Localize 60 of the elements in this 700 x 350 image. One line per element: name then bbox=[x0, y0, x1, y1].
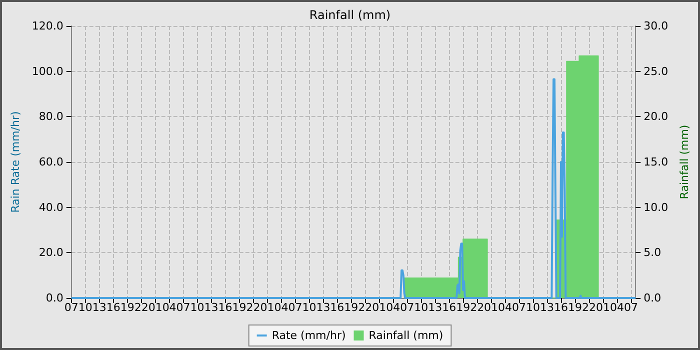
x-tick-label: 01 bbox=[372, 301, 386, 314]
chart-title: Rainfall (mm) bbox=[309, 8, 391, 22]
x-tick-label: 04 bbox=[610, 301, 624, 314]
y-tick-label: 40.0 bbox=[38, 200, 64, 214]
y2-tick-label: 25.0 bbox=[644, 64, 668, 78]
y-axis-title: Rain Rate (mm/hr) bbox=[9, 111, 22, 213]
y2-axis-title: Rainfall (mm) bbox=[678, 124, 691, 200]
x-tick-label: 04 bbox=[498, 301, 512, 314]
x-tick-label: 07 bbox=[624, 301, 638, 314]
x-tick-label: 07 bbox=[400, 301, 414, 314]
y2-tick-label: 20.0 bbox=[644, 110, 668, 124]
y2-tick-label: 5.0 bbox=[644, 246, 662, 260]
x-tick-label: 01 bbox=[148, 301, 162, 314]
x-tick-label: 16 bbox=[218, 301, 232, 314]
x-tick-label: 22 bbox=[246, 301, 260, 314]
x-tick-label: 16 bbox=[554, 301, 568, 314]
y2-tick-label: 0.0 bbox=[644, 292, 662, 304]
y-tick-label: 80.0 bbox=[38, 110, 64, 124]
x-tick-label: 04 bbox=[274, 301, 288, 314]
y2-tick-label: 30.0 bbox=[644, 20, 668, 32]
y-tick-label: 0.0 bbox=[46, 292, 64, 304]
x-tick-label: 04 bbox=[162, 301, 176, 314]
x-tick-label: 07 bbox=[512, 301, 526, 314]
x-tick-label: 10 bbox=[78, 301, 92, 314]
y-tick-label: 60.0 bbox=[38, 156, 64, 168]
legend-label: Rate (mm/hr) bbox=[272, 329, 346, 342]
x-tick-label: 16 bbox=[442, 301, 456, 314]
x-tick-label: 22 bbox=[582, 301, 596, 314]
x-tick-label: 01 bbox=[596, 301, 610, 314]
y2-tick-label: 10.0 bbox=[644, 200, 668, 214]
y-tick-label: 120.0 bbox=[32, 20, 64, 32]
x-tick-label: 01 bbox=[484, 301, 498, 314]
x-tick-label: 19 bbox=[120, 301, 134, 314]
x-tick-label: 22 bbox=[358, 301, 372, 314]
x-tick-label: 22 bbox=[470, 301, 484, 314]
x-tick-label: 13 bbox=[428, 301, 442, 314]
x-tick-label: 19 bbox=[232, 301, 246, 314]
x-tick-label: 10 bbox=[414, 301, 428, 314]
x-tick-label: 19 bbox=[568, 301, 582, 314]
y-tick-label: 100.0 bbox=[32, 64, 64, 78]
x-tick-label: 10 bbox=[302, 301, 316, 314]
legend-label: Rainfall (mm) bbox=[368, 329, 444, 342]
x-tick-label: 10 bbox=[526, 301, 540, 314]
x-tick-label: 13 bbox=[316, 301, 330, 314]
x-tick-label: 19 bbox=[456, 301, 470, 314]
x-tick-label: 16 bbox=[106, 301, 120, 314]
x-tick-label: 13 bbox=[540, 301, 554, 314]
x-tick-label: 10 bbox=[190, 301, 204, 314]
y-tick-label: 20.0 bbox=[38, 246, 64, 260]
x-tick-label: 07 bbox=[176, 301, 190, 314]
x-tick-label: 13 bbox=[204, 301, 218, 314]
x-tick-label: 19 bbox=[344, 301, 358, 314]
x-tick-label: 01 bbox=[260, 301, 274, 314]
x-tick-label: 07 bbox=[64, 301, 78, 314]
x-tick-label: 22 bbox=[134, 301, 148, 314]
x-tick-label: 07 bbox=[288, 301, 302, 314]
x-tick-label: 16 bbox=[330, 301, 344, 314]
x-tick-label: 13 bbox=[92, 301, 106, 314]
y2-tick-label: 15.0 bbox=[644, 156, 668, 168]
x-tick-label: 04 bbox=[386, 301, 400, 314]
